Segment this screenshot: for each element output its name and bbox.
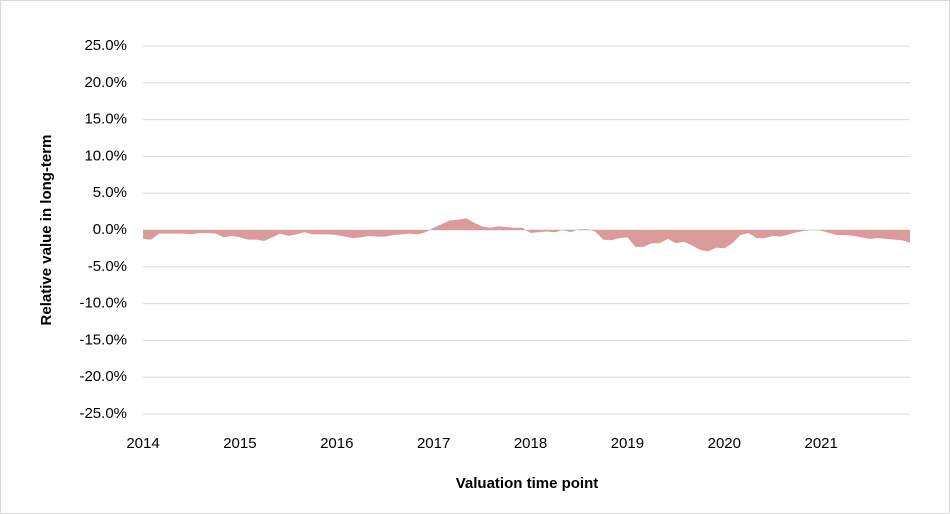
y-tick-label: 15.0%	[84, 111, 127, 128]
y-tick-label: -25.0%	[79, 405, 127, 422]
x-tick-label: 2020	[708, 435, 741, 452]
x-tick-label: 2017	[417, 435, 450, 452]
x-tick-label: 2014	[126, 435, 159, 452]
y-tick-label: -15.0%	[79, 331, 127, 348]
y-tick-label: -5.0%	[88, 258, 127, 275]
x-tick-label: 2021	[805, 435, 838, 452]
y-axis-title: Relative value in long-term	[38, 135, 55, 326]
x-tick-label: 2016	[320, 435, 353, 452]
x-tick-label: 2015	[223, 435, 256, 452]
y-tick-label: 25.0%	[84, 37, 127, 54]
y-tick-label: -10.0%	[79, 295, 127, 312]
y-tick-label: -20.0%	[79, 368, 127, 385]
area	[143, 218, 910, 252]
x-tick-label: 2019	[611, 435, 644, 452]
x-axis-title: Valuation time point	[456, 475, 599, 492]
y-tick-label: 10.0%	[84, 147, 127, 164]
y-tick-label: 5.0%	[93, 184, 127, 201]
y-tick-label: 0.0%	[93, 221, 127, 238]
x-tick-label: 2018	[514, 435, 547, 452]
y-tick-label: 20.0%	[84, 74, 127, 91]
